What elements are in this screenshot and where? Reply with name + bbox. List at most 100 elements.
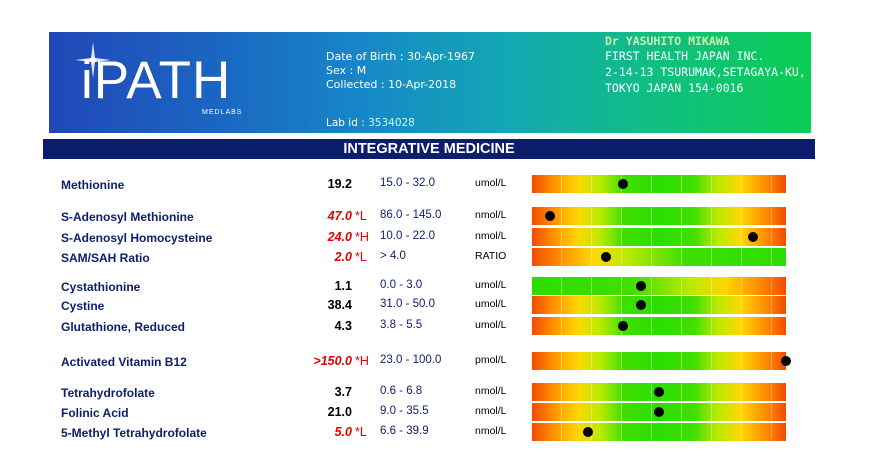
test-name: 5-Methyl Tetrahydrofolate (61, 426, 207, 440)
abnormal-flag: *L (355, 250, 367, 264)
range-indicator-bar (532, 383, 786, 401)
result-row: Tetrahydrofolate 3.7 0.6 - 6.8 nmol/L (0, 382, 889, 402)
result-marker (654, 407, 664, 417)
lab-id: Lab id : 3534028 (326, 117, 415, 129)
result-marker (545, 211, 555, 221)
section-title: INTEGRATIVE MEDICINE (43, 139, 815, 159)
reference-range: 3.8 - 5.5 (380, 319, 423, 331)
test-name: Cystathionine (61, 280, 141, 294)
test-name: Activated Vitamin B12 (61, 355, 187, 369)
range-indicator-bar (532, 296, 786, 314)
labid-label: Lab id : (326, 117, 365, 129)
result-marker (601, 252, 611, 262)
result-marker (636, 281, 646, 291)
test-unit: nmol/L (475, 405, 507, 417)
reference-range: 9.0 - 35.5 (380, 405, 429, 417)
result-marker (748, 232, 758, 242)
result-row: Activated Vitamin B12 >150.0 *H 23.0 - 100.… (0, 351, 889, 371)
test-unit: RATIO (475, 250, 507, 262)
logo-subtext: MEDLABS (202, 109, 243, 116)
range-indicator-bar (532, 423, 786, 441)
test-name: S-Adenosyl Methionine (61, 210, 194, 224)
test-name: Methionine (61, 178, 125, 192)
test-result: >150.0 (313, 354, 352, 368)
abnormal-flag: *H (355, 354, 369, 368)
result-row: Methionine 19.2 15.0 - 32.0 umol/L (0, 174, 889, 194)
test-result: 4.3 (334, 319, 352, 333)
abnormal-flag: *H (355, 230, 369, 244)
range-indicator-bar (532, 248, 786, 266)
result-marker (636, 300, 646, 310)
abnormal-flag: *L (355, 209, 367, 223)
test-unit: umol/L (475, 298, 507, 310)
test-unit: nmol/L (475, 425, 507, 437)
test-unit: umol/L (475, 319, 507, 331)
sparkle-icon (75, 42, 111, 78)
sex-label: Sex : (326, 64, 354, 77)
test-result: 2.0 (334, 250, 352, 264)
test-unit: pmol/L (475, 354, 507, 366)
test-result: 47.0 (327, 209, 352, 223)
doctor-address-line2: TOKYO JAPAN 154-0016 (605, 81, 744, 95)
date-of-birth: Date of Birth : 30-Apr-1967 (326, 50, 475, 63)
result-marker (583, 427, 593, 437)
test-name: Cystine (61, 299, 105, 313)
abnormal-flag: *L (355, 425, 367, 439)
ipath-logo: iPATH MEDLABS (69, 42, 259, 124)
reference-range: 86.0 - 145.0 (380, 209, 442, 221)
result-marker (781, 356, 791, 366)
reference-range: 23.0 - 100.0 (380, 354, 442, 366)
sex-value: M (356, 64, 367, 77)
dob-value: 30-Apr-1967 (407, 50, 476, 63)
range-indicator-bar (532, 207, 786, 225)
result-row: SAM/SAH Ratio 2.0 *L > 4.0 RATIO (0, 247, 889, 267)
reference-range: 31.0 - 50.0 (380, 298, 435, 310)
range-indicator-bar (532, 228, 786, 246)
result-row: Folinic Acid 21.0 9.0 - 35.5 nmol/L (0, 402, 889, 422)
logo-wordmark: iPATH (81, 51, 232, 110)
test-name: S-Adenosyl Homocysteine (61, 231, 213, 245)
test-name: SAM/SAH Ratio (61, 251, 150, 265)
test-name: Glutathione, Reduced (61, 320, 186, 334)
doctor-name: Dr YASUHITO MIKAWA (605, 34, 730, 48)
reference-range: 0.6 - 6.8 (380, 385, 423, 397)
test-result: 19.2 (327, 177, 352, 191)
result-row: Glutathione, Reduced 4.3 3.8 - 5.5 umol/L (0, 316, 889, 336)
range-indicator-bar (532, 175, 786, 193)
range-indicator-bar (532, 403, 786, 421)
test-result: 1.1 (334, 279, 352, 293)
result-row: Cystine 38.4 31.0 - 50.0 umol/L (0, 295, 889, 315)
result-row: 5-Methyl Tetrahydrofolate 5.0 *L 6.6 - 39.9… (0, 422, 889, 442)
range-indicator-bar (532, 277, 786, 295)
result-marker (618, 321, 628, 331)
test-name: Folinic Acid (61, 406, 129, 420)
reference-range: 10.0 - 22.0 (380, 230, 435, 242)
test-unit: nmol/L (475, 385, 507, 397)
result-row: S-Adenosyl Homocysteine 24.0 *H 10.0 - 22.0… (0, 227, 889, 247)
reference-range: > 4.0 (380, 250, 406, 262)
test-result: 5.0 (334, 425, 352, 439)
test-name: Tetrahydrofolate (61, 386, 155, 400)
result-marker (654, 387, 664, 397)
test-result: 21.0 (327, 405, 352, 419)
test-unit: umol/L (475, 279, 507, 291)
test-result: 38.4 (327, 298, 352, 312)
reference-range: 0.0 - 3.0 (380, 279, 423, 291)
dob-label: Date of Birth : (326, 50, 404, 63)
sex: Sex : M (326, 64, 366, 77)
range-indicator-bar (532, 317, 786, 335)
test-unit: umol/L (475, 177, 507, 189)
test-result: 24.0 (327, 230, 352, 244)
result-row: S-Adenosyl Methionine 47.0 *L 86.0 - 145.0 n… (0, 206, 889, 226)
labid-value: 3534028 (368, 117, 415, 129)
result-row: Cystathionine 1.1 0.0 - 3.0 umol/L (0, 276, 889, 296)
doctor-address-line1: 2-14-13 TSURUMAK,SETAGAYA-KU, (605, 65, 806, 79)
collected-label: Collected : (326, 78, 385, 91)
test-unit: nmol/L (475, 209, 507, 221)
report-header: iPATH MEDLABS Date of Birth : 30-Apr-196… (49, 32, 811, 133)
collected-value: 10-Apr-2018 (388, 78, 457, 91)
test-result: 3.7 (334, 385, 352, 399)
test-unit: nmol/L (475, 230, 507, 242)
doctor-clinic: FIRST HEALTH JAPAN INC. (605, 49, 765, 63)
reference-range: 15.0 - 32.0 (380, 177, 435, 189)
